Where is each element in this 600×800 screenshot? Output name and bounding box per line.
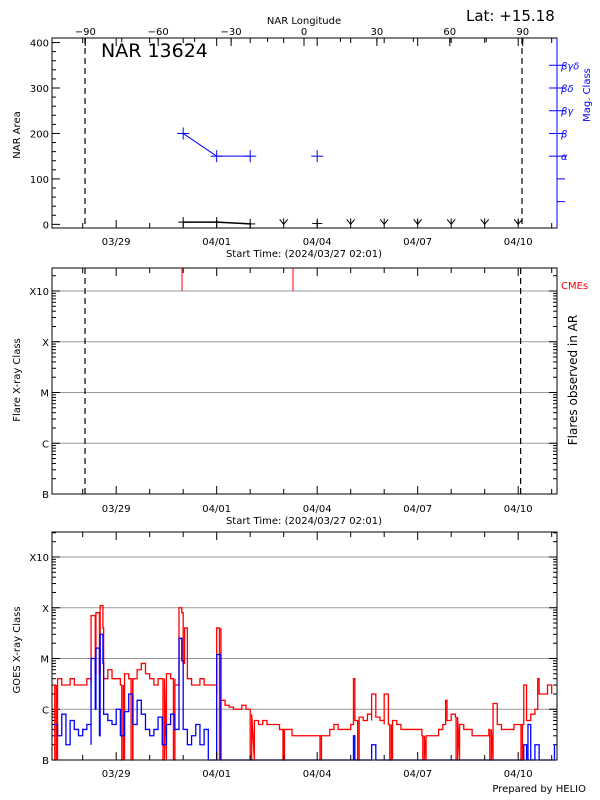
no-data-arrow-marker bbox=[279, 218, 289, 226]
panel3-x-tick-label: 04/04 bbox=[303, 769, 332, 780]
panel3-x-tick-label: 04/07 bbox=[403, 769, 432, 780]
panel1-y-axis-title: NAR Area bbox=[12, 111, 23, 158]
panel2-x-tick-label: 04/04 bbox=[303, 504, 332, 515]
top-x-tick-label: 90 bbox=[516, 27, 529, 38]
panel2-y-tick-label: C bbox=[42, 439, 49, 450]
panel3-y-tick-label: B bbox=[42, 756, 49, 767]
area-line bbox=[216, 221, 251, 225]
latitude-label: Lat: +15.18 bbox=[466, 7, 555, 25]
mag-class-tick-label: βγδ bbox=[560, 61, 579, 72]
panel2-y-axis-title: Flare X-ray Class bbox=[12, 338, 23, 422]
panel2-x-tick-label: 04/10 bbox=[504, 504, 533, 515]
goes-long-channel-line bbox=[53, 604, 553, 761]
no-data-arrow-marker bbox=[346, 218, 356, 226]
panel2-x-tick-label: 03/29 bbox=[102, 504, 131, 515]
mag-class-axis-title: Mag. Class bbox=[582, 68, 593, 122]
panel1-y-tick-label: 300 bbox=[30, 84, 49, 95]
panel2-x-axis-title: Start Time: (2024/03/27 02:01) bbox=[226, 516, 382, 527]
panel1-x-tick-label: 04/07 bbox=[403, 237, 432, 248]
mag-class-line bbox=[182, 133, 217, 157]
no-data-arrow-marker bbox=[480, 218, 490, 226]
panel3-x-tick-label: 03/29 bbox=[102, 769, 131, 780]
no-data-arrow-marker bbox=[379, 218, 389, 226]
mag-class-tick-label: βδ bbox=[560, 84, 574, 95]
panel1-y-tick-label: 200 bbox=[30, 129, 49, 140]
top-x-tick-label: −60 bbox=[148, 27, 169, 38]
top-x-tick-label: 0 bbox=[301, 27, 307, 38]
panel1-y-tick-label: 0 bbox=[43, 220, 49, 231]
panel3-x-tick-label: 04/10 bbox=[504, 769, 533, 780]
panel3-frame bbox=[51, 531, 558, 761]
panel3-y-tick-label: M bbox=[40, 655, 49, 666]
panel2-right-axis-title: Flares observed in AR bbox=[566, 315, 580, 445]
panel3-x-tick-label: 04/01 bbox=[202, 769, 231, 780]
no-data-arrow-marker bbox=[446, 218, 456, 226]
panel2-y-tick-label: X bbox=[42, 338, 49, 349]
panel1-y-tick-label: 100 bbox=[30, 175, 49, 186]
panel3-y-axis-title: GOES X-ray Class bbox=[12, 606, 23, 693]
top-x-tick-label: 30 bbox=[371, 27, 384, 38]
mag-class-tick-label: β bbox=[560, 129, 568, 140]
panel2-y-tick-label: M bbox=[40, 389, 49, 400]
panel2-y-tick-label: B bbox=[42, 490, 49, 501]
cme-label: CMEs bbox=[561, 281, 588, 292]
no-data-arrow-marker bbox=[513, 218, 523, 226]
top-x-tick-label: 60 bbox=[443, 27, 456, 38]
mag-class-tick-label: α bbox=[561, 152, 568, 163]
panel3-y-tick-label: X10 bbox=[29, 553, 49, 564]
nar-title: NAR 13624 bbox=[101, 40, 208, 62]
panel2-x-tick-label: 04/07 bbox=[403, 504, 432, 515]
panel1-x-tick-label: 04/04 bbox=[303, 237, 332, 248]
panel2-y-tick-label: X10 bbox=[29, 287, 49, 298]
panel1-y-tick-label: 400 bbox=[30, 39, 49, 50]
panel1-frame bbox=[51, 37, 558, 229]
mag-class-tick-label: βγ bbox=[560, 107, 574, 118]
panel2-frame bbox=[51, 267, 558, 495]
panel2-x-tick-label: 04/01 bbox=[202, 504, 231, 515]
panel1-x-axis-title: Start Time: (2024/03/27 02:01) bbox=[226, 249, 382, 260]
panel1-x-tick-label: 03/29 bbox=[102, 237, 131, 248]
top-x-tick-label: −30 bbox=[221, 27, 242, 38]
goes-short-channel-line bbox=[53, 633, 556, 761]
panel1-x-tick-label: 04/01 bbox=[202, 237, 231, 248]
panel3-y-tick-label: X bbox=[42, 604, 49, 615]
no-data-arrow-marker bbox=[413, 218, 423, 226]
panel1-x-tick-label: 04/10 bbox=[504, 237, 533, 248]
top-x-tick-label: −90 bbox=[75, 27, 96, 38]
panel3-y-tick-label: C bbox=[42, 705, 49, 716]
prepared-by-credit: Prepared by HELIO bbox=[492, 784, 586, 795]
top-x-axis-title: NAR Longitude bbox=[267, 16, 341, 27]
